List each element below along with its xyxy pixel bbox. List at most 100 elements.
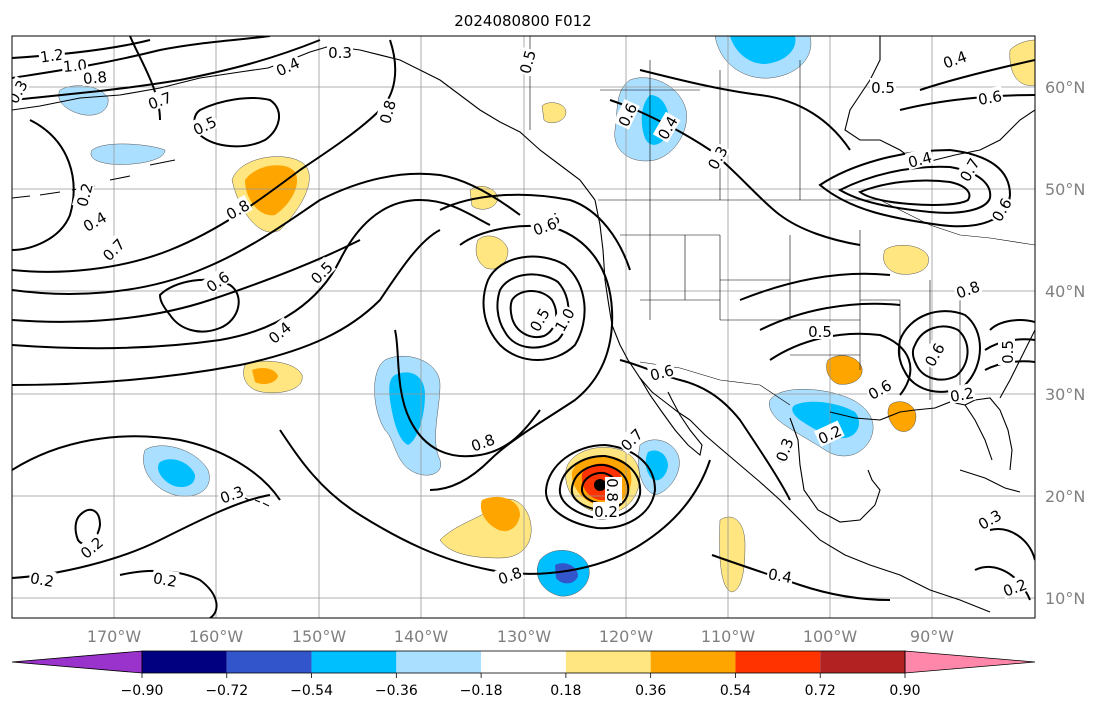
contour-line-11 [482, 255, 586, 361]
contour-label-text: 0.2 [152, 569, 179, 591]
lon-label-4: 130°W [497, 627, 552, 646]
lon-label-8: 90°W [910, 627, 954, 646]
contour-label-bg [494, 562, 525, 588]
coastline-gulf-of-mexico [789, 401, 993, 523]
borders-us-states [620, 200, 961, 400]
contour-label-bg [771, 434, 797, 465]
contour-line-9 [12, 229, 441, 386]
contour-line-28 [837, 165, 992, 214]
contour-label-51: 0.3 [771, 434, 798, 465]
contour-label-bg [78, 206, 110, 235]
contour-label-bg [529, 213, 560, 239]
contour-line-2 [12, 36, 271, 79]
contour-label-bg [549, 303, 578, 335]
contour-label-bg [221, 194, 253, 223]
contour-label-0: 1.2 [37, 44, 66, 67]
contour-label-bg [150, 567, 180, 590]
contour-label-49: 0.5 [998, 339, 1017, 365]
coastline-cuba [959, 469, 1021, 493]
contour-line-22 [570, 463, 630, 512]
contour-label-bg [514, 46, 539, 77]
contour-label-16: 0.5 [514, 46, 540, 77]
contour-label-bg [81, 66, 109, 87]
contour-label-42: 0.2 [150, 567, 180, 591]
contour-label-text: 1.2 [39, 45, 65, 66]
contour-label-text: 0.4 [906, 148, 934, 172]
contour-line-41 [711, 554, 891, 601]
lat-label-3: 40°N [1045, 282, 1085, 301]
contour-label-text: 0.5 [516, 48, 540, 76]
lon-label-1: 160°W [189, 627, 244, 646]
colorbar-tick-label-5: 0.18 [550, 683, 581, 699]
lon-label-2: 150°W [292, 627, 347, 646]
lat-label-0: 10°N [1045, 589, 1085, 608]
lat-label-1: 20°N [1045, 487, 1085, 506]
contour-label-text: 0.5 [999, 340, 1017, 364]
contour-label-bg [188, 111, 220, 138]
map-title: 2024080800 F012 [454, 12, 591, 30]
contour-label-bg [999, 574, 1030, 600]
contour-label-bg [813, 420, 845, 447]
contour-line-19 [119, 569, 218, 618]
contour-label-bg [646, 359, 677, 384]
coastline-baja [639, 377, 703, 457]
contour-label-21: 0.5 [870, 78, 896, 97]
colorbar-tick-label-4: −0.18 [460, 683, 503, 699]
coastline-alaska-south [12, 45, 596, 201]
contour-label-bg [986, 193, 1015, 225]
lon-label-0: 170°W [87, 627, 142, 646]
contour-label-bg [75, 531, 107, 562]
contour-lines [12, 36, 1035, 618]
contour-label-bg [702, 141, 731, 173]
contour-label-bg [998, 339, 1015, 365]
contour-line-17 [279, 429, 711, 575]
coastlines [12, 36, 1035, 613]
colorbar-outline [141, 650, 906, 674]
shade-mexico-positive [719, 516, 746, 593]
shade-subtropical-core [389, 372, 425, 445]
shade-bc-positive [541, 102, 567, 123]
lon-label-7: 100°W [803, 627, 858, 646]
contour-line-31 [911, 325, 969, 381]
colorbar-tick-label-2: −0.54 [290, 683, 333, 699]
contour-label-bg [652, 111, 681, 143]
colorbar-extend-high [904, 650, 1036, 674]
colorbar-tick-label-6: 0.36 [635, 683, 666, 699]
contour-label-5: 0.3 [327, 43, 353, 62]
contour-line-1 [12, 39, 151, 59]
contour-label-text: 1.0 [62, 56, 87, 76]
coastline-west-us [594, 199, 691, 421]
lon-label-3: 140°W [394, 627, 449, 646]
colorbar-tick-label-9: 0.90 [889, 683, 920, 699]
contour-label-bg [97, 233, 129, 265]
lat-label-5: 60°N [1045, 78, 1085, 97]
contour-line-39 [12, 435, 281, 501]
contour-label-bg [37, 44, 66, 65]
colorbar-swatch-5 [565, 651, 651, 673]
colorbar-tick-label-8: 0.72 [805, 683, 836, 699]
shade-tropical-core [555, 563, 578, 584]
contour-label-bg [467, 429, 498, 455]
colorbar-tick-label-1: −0.72 [205, 683, 248, 699]
shade-pacific-positive-small-core [252, 368, 278, 384]
colorbar-tick-label-3: −0.36 [375, 683, 418, 699]
contour-label-45: 0.8 [603, 477, 622, 503]
contour-line-15 [439, 193, 631, 271]
contour-line-29 [857, 179, 971, 206]
contour-label-bg [374, 96, 399, 127]
contour-line-7 [12, 239, 361, 323]
contour-label-bg [870, 78, 896, 95]
lon-label-5: 120°W [599, 627, 654, 646]
contour-line-21 [558, 454, 642, 520]
graticule [12, 36, 1035, 618]
contour-line-33 [769, 332, 912, 396]
contour-label-33: 0.5 [807, 322, 833, 341]
contour-label-bg [305, 256, 337, 288]
contour-line-16 [394, 329, 541, 458]
contour-label-text: 0.2 [949, 384, 976, 406]
contour-line-20 [544, 443, 657, 530]
colorbar-tick-label-0: −0.90 [121, 683, 164, 699]
latitude-axis: 10°N 20°N 30°N 40°N 50°N 60°N [1045, 78, 1085, 608]
map-frame [11, 35, 1036, 619]
